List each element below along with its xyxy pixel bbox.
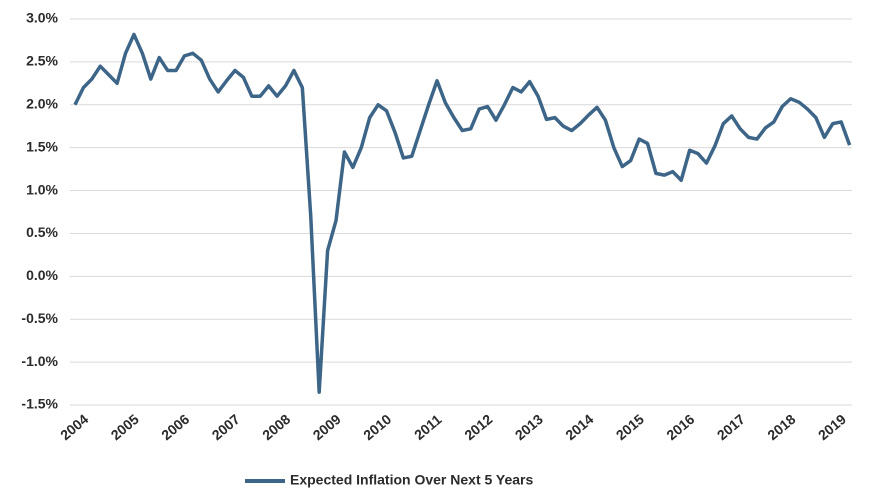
x-tick-label: 2007 xyxy=(209,411,243,443)
y-tick-label: 2.5% xyxy=(26,53,58,69)
x-tick-label: 2018 xyxy=(764,411,798,443)
y-tick-label: -0.5% xyxy=(21,310,58,326)
y-tick-label: 2.0% xyxy=(26,95,58,111)
x-tick-label: 2013 xyxy=(512,411,546,443)
legend-label: Expected Inflation Over Next 5 Years xyxy=(290,472,534,488)
y-tick-label: 0.0% xyxy=(26,267,58,283)
y-tick-label: 0.5% xyxy=(26,224,58,240)
y-tick-label: -1.0% xyxy=(21,353,58,369)
x-tick-label: 2005 xyxy=(108,411,142,443)
x-tick-label: 2016 xyxy=(663,411,697,443)
x-tick-label: 2004 xyxy=(57,411,91,443)
data-line xyxy=(73,32,852,394)
x-tick-label: 2009 xyxy=(310,411,344,443)
x-tick-label: 2014 xyxy=(562,411,596,443)
x-tick-label: 2017 xyxy=(714,411,748,443)
x-tick-label: 2011 xyxy=(411,411,445,443)
x-tick-label: 2010 xyxy=(360,411,394,443)
x-tick-label: 2019 xyxy=(815,411,849,443)
x-tick-label: 2012 xyxy=(461,411,495,443)
y-tick-label: 1.0% xyxy=(26,181,58,197)
x-tick-label: 2015 xyxy=(613,411,647,443)
y-tick-label: -1.5% xyxy=(21,396,58,412)
y-tick-label: 1.5% xyxy=(26,138,58,154)
x-tick-label: 2006 xyxy=(158,411,192,443)
x-tick-label: 2008 xyxy=(259,411,293,443)
y-tick-label: 3.0% xyxy=(26,10,58,26)
